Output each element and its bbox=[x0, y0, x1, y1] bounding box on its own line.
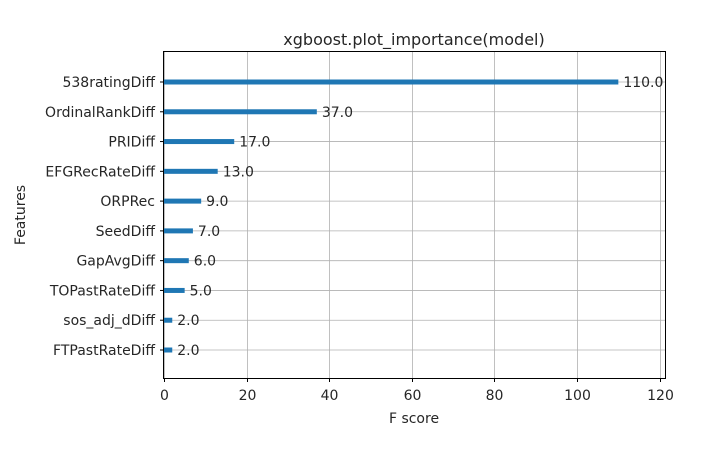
bar-value-label: 17.0 bbox=[239, 135, 270, 151]
bar-value-label: 5.0 bbox=[190, 283, 212, 299]
y-tick-label: OrdinalRankDiff bbox=[45, 105, 155, 121]
x-tick-label: 20 bbox=[239, 388, 257, 404]
y-tick-label: TOPastRateDiff bbox=[49, 283, 156, 299]
bar-value-label: 37.0 bbox=[322, 105, 353, 121]
bar bbox=[164, 317, 173, 323]
bar bbox=[164, 109, 317, 115]
bar bbox=[164, 198, 202, 204]
x-tick-label: 60 bbox=[404, 388, 422, 404]
y-axis-label: Features bbox=[13, 185, 29, 245]
bar bbox=[164, 139, 235, 145]
x-tick-label: 0 bbox=[160, 388, 169, 404]
chart-title: xgboost.plot_importance(model) bbox=[283, 30, 544, 50]
y-tick-label: sos_adj_dDiff bbox=[63, 313, 155, 329]
bar-value-label: 9.0 bbox=[206, 194, 228, 210]
bar-value-label: 110.0 bbox=[623, 75, 663, 91]
bar-layer bbox=[164, 79, 619, 353]
x-tick-label: 100 bbox=[564, 388, 591, 404]
x-axis-label: F score bbox=[389, 411, 439, 427]
label-layer: FTPastRateDiff 2.0 sos_adj_dDiff 2.0 TOPastR… bbox=[45, 75, 663, 359]
bar bbox=[164, 258, 189, 264]
y-tick-label: PRIDiff bbox=[108, 135, 155, 151]
bar bbox=[164, 168, 218, 174]
bar-value-label: 7.0 bbox=[198, 224, 220, 240]
y-tick-label: FTPastRateDiff bbox=[53, 343, 155, 359]
x-tick-label: 120 bbox=[647, 388, 674, 404]
y-tick-label: ORPRec bbox=[100, 194, 155, 210]
bar-value-label: 6.0 bbox=[194, 254, 216, 270]
plot-frame bbox=[163, 51, 666, 379]
x-tick-label: 40 bbox=[321, 388, 339, 404]
bar-value-label: 2.0 bbox=[177, 313, 199, 329]
y-tick-label: 538ratingDiff bbox=[62, 75, 155, 91]
axis-layer: 0 20 40 60 80 100 120 bbox=[160, 81, 674, 404]
x-tick-label: 80 bbox=[486, 388, 504, 404]
bar-value-label: 2.0 bbox=[177, 343, 199, 359]
bar bbox=[164, 287, 185, 293]
y-tick-label: SeedDiff bbox=[96, 224, 156, 240]
bar bbox=[164, 347, 173, 353]
y-tick-label: EFGRecRateDiff bbox=[45, 164, 155, 180]
y-tick-label: GapAvgDiff bbox=[76, 254, 155, 270]
grid-layer bbox=[164, 52, 665, 378]
bar bbox=[164, 228, 193, 234]
bar-value-label: 13.0 bbox=[223, 164, 254, 180]
bar bbox=[164, 79, 619, 85]
